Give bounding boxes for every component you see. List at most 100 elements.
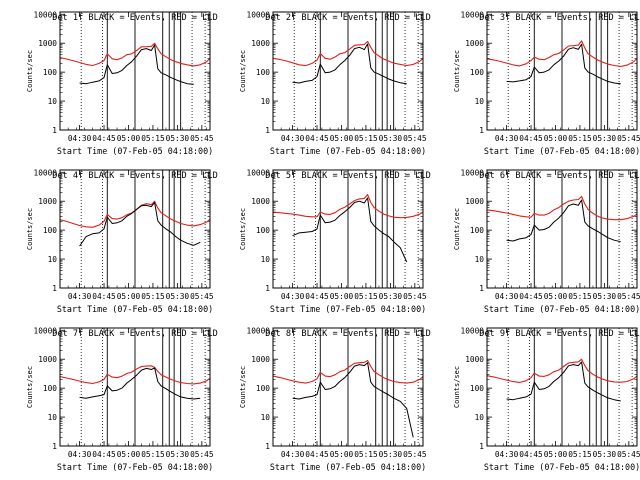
x-tick-label: 04:30 <box>68 292 92 301</box>
x-tick-label: 04:30 <box>281 292 305 301</box>
x-tick-label: 05:15 <box>354 450 378 459</box>
y-tick-label: 100 <box>43 226 57 235</box>
x-tick-label: 05:15 <box>354 134 378 143</box>
y-tick-label: 100 <box>470 226 484 235</box>
x-tick-label: 04:45 <box>92 292 116 301</box>
plot-frame <box>59 11 211 131</box>
y-tick-label: 10000 <box>34 326 58 335</box>
y-tick-label: 10000 <box>34 10 58 19</box>
x-tick-label: 05:30 <box>593 292 617 301</box>
events-series-line <box>292 197 408 263</box>
x-tick-label: 04:30 <box>68 134 92 143</box>
panel-title: Det 9f BLACK = Events, RED = LLD <box>479 329 640 339</box>
y-tick-label: 10000 <box>461 10 485 19</box>
x-tick-label: 04:30 <box>495 450 519 459</box>
x-tick-label: 04:45 <box>92 450 116 459</box>
y-tick-label: 10 <box>475 255 485 264</box>
panel-title: Det 3f BLACK = Events, RED = LLD <box>479 13 640 23</box>
panel-det-3: Det 3f BLACK = Events, RED = LLD Counts/s… <box>453 10 640 156</box>
y-tick-label: 10 <box>475 413 485 422</box>
lld-series-line <box>486 40 638 67</box>
y-tick-label: 100 <box>43 384 57 393</box>
y-tick-label: 1000 <box>38 355 57 364</box>
y-axis-label: Counts/sec <box>453 208 461 250</box>
x-tick-label: 05:30 <box>593 450 617 459</box>
panel-det-6: Det 6f BLACK = Events, RED = LLD Counts/s… <box>453 168 640 314</box>
plot-frame <box>272 327 424 447</box>
x-tick-label: 05:00 <box>330 292 354 301</box>
lld-series-line <box>272 359 424 384</box>
x-tick-label: 04:45 <box>305 134 329 143</box>
lld-series-line <box>272 194 424 219</box>
y-axis-label: Counts/sec <box>239 208 247 250</box>
events-series-line <box>79 44 194 85</box>
x-axis-label: Start Time (07-Feb-05 04:18:00) <box>57 146 213 156</box>
events-series-line <box>79 202 201 247</box>
y-tick-label: 10 <box>48 255 58 264</box>
plot-frame <box>272 169 424 289</box>
panel-title: Det 6f BLACK = Events, RED = LLD <box>479 171 640 181</box>
panel-det-5: Det 5f BLACK = Events, RED = LLDCounts/s… <box>239 168 431 314</box>
events-series-line <box>506 361 621 402</box>
y-tick-label: 1000 <box>465 197 484 206</box>
x-tick-label: 04:30 <box>495 292 519 301</box>
y-tick-label: 10 <box>48 413 58 422</box>
panel-det-9: Det 9f BLACK = Events, RED = LLD Counts/s… <box>453 326 640 472</box>
x-axis-label: Start Time (07-Feb-05 04:18:00) <box>270 304 426 314</box>
x-axis-label: Start Time (07-Feb-05 04:18:00) <box>270 462 426 472</box>
x-tick-label: 05:15 <box>568 292 592 301</box>
x-tick-label: 04:45 <box>305 450 329 459</box>
x-tick-label: 04:30 <box>281 134 305 143</box>
y-tick-label: 1 <box>265 442 270 451</box>
x-tick-label: 05:45 <box>617 450 640 459</box>
y-axis-label: Counts/sec <box>239 366 247 408</box>
y-tick-label: 100 <box>470 384 484 393</box>
y-tick-label: 100 <box>256 68 270 77</box>
y-tick-label: 1 <box>52 284 57 293</box>
x-axis-label: Start Time (07-Feb-05 04:18:00) <box>270 146 426 156</box>
y-tick-label: 1 <box>479 442 484 451</box>
lld-series-line <box>272 40 424 67</box>
events-series-line <box>292 43 407 85</box>
x-tick-label: 05:00 <box>330 134 354 143</box>
x-tick-label: 05:15 <box>568 134 592 143</box>
y-tick-label: 10000 <box>247 168 271 177</box>
plot-frame <box>486 327 638 447</box>
y-tick-label: 1000 <box>251 197 270 206</box>
y-axis-label: Counts/sec <box>453 50 461 92</box>
panel-det-7: Det 7f BLACK = Events, RED = LLDCounts/s… <box>26 326 218 472</box>
x-tick-label: 05:15 <box>141 292 165 301</box>
events-series-line <box>292 362 414 438</box>
y-axis-label: Counts/sec <box>239 50 247 92</box>
x-tick-label: 05:15 <box>141 450 165 459</box>
x-tick-label: 05:30 <box>379 134 403 143</box>
y-tick-label: 1 <box>479 126 484 135</box>
y-tick-label: 10000 <box>34 168 58 177</box>
y-tick-label: 100 <box>43 68 57 77</box>
x-tick-label: 05:30 <box>379 292 403 301</box>
y-tick-label: 1000 <box>251 355 270 364</box>
x-tick-label: 05:00 <box>117 292 141 301</box>
y-tick-label: 1000 <box>38 197 57 206</box>
y-tick-label: 10 <box>48 97 58 106</box>
x-tick-label: 05:30 <box>166 450 190 459</box>
y-tick-label: 10 <box>261 255 271 264</box>
x-tick-label: 05:15 <box>568 450 592 459</box>
y-tick-label: 1000 <box>38 39 57 48</box>
x-tick-label: 05:45 <box>403 134 427 143</box>
panel-det-1: Det 1f BLACK = Events, RED = LLDCounts/s… <box>26 10 218 156</box>
x-tick-label: 05:00 <box>544 450 568 459</box>
x-tick-label: 04:30 <box>68 450 92 459</box>
y-tick-label: 1 <box>479 284 484 293</box>
x-tick-label: 05:45 <box>190 134 214 143</box>
x-tick-label: 05:45 <box>403 450 427 459</box>
y-axis-label: Counts/sec <box>453 366 461 408</box>
plot-frame <box>59 327 211 447</box>
events-series-line <box>79 367 201 400</box>
y-tick-label: 100 <box>256 226 270 235</box>
x-tick-label: 05:00 <box>117 134 141 143</box>
lld-series-line <box>59 365 211 385</box>
y-tick-label: 10 <box>261 413 271 422</box>
x-tick-label: 05:45 <box>617 292 640 301</box>
